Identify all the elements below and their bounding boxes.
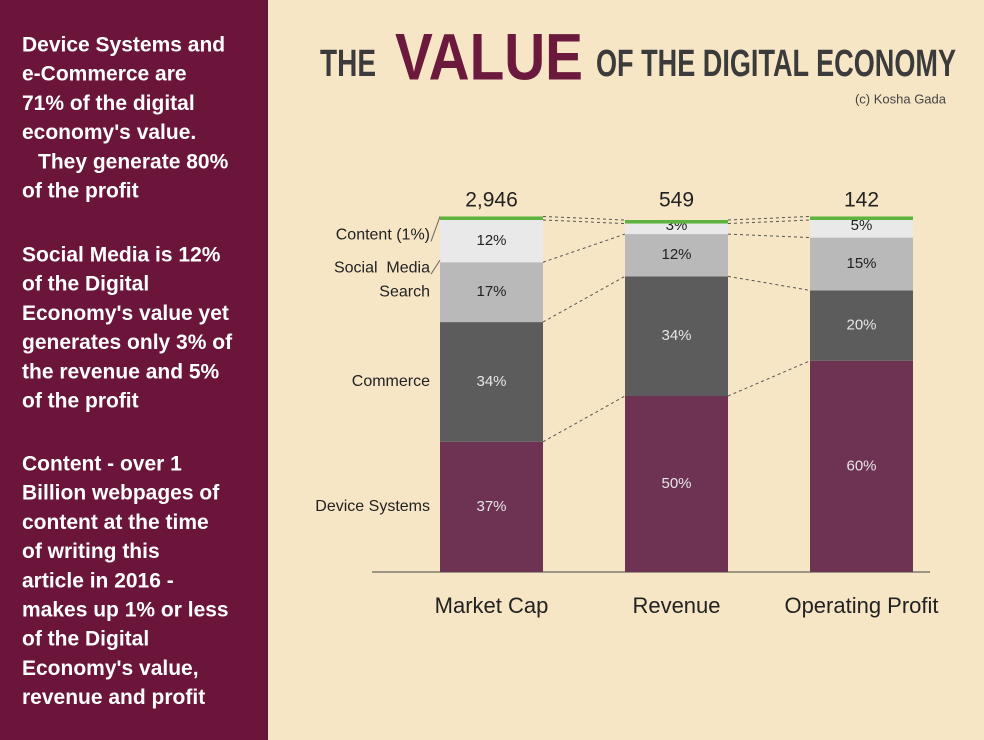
connector xyxy=(727,275,811,291)
bar-segment xyxy=(440,262,543,323)
connector xyxy=(542,219,626,225)
sidebar-line: Device Systems and xyxy=(22,34,225,57)
data-label: 20% xyxy=(846,317,876,334)
x-tick-label: Operating Profit xyxy=(784,593,938,618)
x-tick-label: Revenue xyxy=(632,593,720,618)
bar-segment xyxy=(625,220,728,224)
data-label: 12% xyxy=(661,246,691,263)
total-label: 142 xyxy=(844,189,879,212)
connector xyxy=(542,233,626,263)
bar-segment xyxy=(440,220,543,263)
data-label: 37% xyxy=(476,498,506,515)
sidebar-line: of the Digital xyxy=(22,273,149,296)
connector xyxy=(727,219,811,225)
label-leader xyxy=(430,259,441,275)
sidebar-line: Economy's value, xyxy=(22,657,199,680)
sidebar-line: generates only 3% of xyxy=(22,331,233,354)
bar-segment xyxy=(440,216,543,220)
sidebar-line: Economy's value yet xyxy=(22,302,229,325)
x-tick-label: Market Cap xyxy=(435,593,549,618)
bar-segment xyxy=(625,396,728,572)
bar-segment xyxy=(625,234,728,277)
total-label: 2,946 xyxy=(465,189,518,212)
data-label: 34% xyxy=(661,327,691,344)
connector xyxy=(727,233,811,239)
bar-segment xyxy=(625,276,728,396)
sidebar-line: article in 2016 - xyxy=(22,569,174,592)
bar-segment xyxy=(810,290,913,361)
connector xyxy=(542,395,626,443)
sidebar-line: e-Commerce are xyxy=(22,63,187,86)
connector xyxy=(727,215,811,221)
data-label: 12% xyxy=(476,232,506,249)
title-part: VALUE xyxy=(395,19,583,93)
sidebar-line: content at the time xyxy=(22,511,209,534)
data-label: 17% xyxy=(476,283,506,300)
sidebar xyxy=(0,0,268,740)
bar-segment xyxy=(440,441,543,572)
sidebar-line: makes up 1% or less xyxy=(22,599,229,622)
sidebar-line: of the profit xyxy=(22,180,139,203)
sidebar-line: revenue and profit xyxy=(22,686,205,709)
series-label: Device Systems xyxy=(315,498,430,515)
sidebar-line: Content - over 1 xyxy=(22,453,182,476)
bar-segment xyxy=(810,220,913,238)
sidebar-line: 71% of the digital xyxy=(22,92,195,115)
connector xyxy=(727,360,811,397)
series-label: Search xyxy=(379,283,430,300)
label-leader xyxy=(430,216,441,242)
data-label: 50% xyxy=(661,475,691,492)
total-label: 549 xyxy=(659,189,694,212)
data-label: 60% xyxy=(846,457,876,474)
data-label: 15% xyxy=(846,255,876,272)
data-label: 3% xyxy=(666,217,688,234)
title-part: OF THE DIGITAL ECONOMY xyxy=(596,43,956,85)
connector xyxy=(542,215,626,221)
sidebar-line: the revenue and 5% xyxy=(22,360,220,383)
bar-segment xyxy=(810,216,913,220)
bar-segment xyxy=(810,360,913,572)
sidebar-line: of the Digital xyxy=(22,628,149,651)
sidebar-line: Billion webpages of xyxy=(22,482,220,505)
data-label: 34% xyxy=(476,373,506,390)
data-label: 5% xyxy=(851,217,873,234)
series-label: Content (1%) xyxy=(336,227,430,244)
bar-segment xyxy=(440,322,543,442)
bar-segment xyxy=(810,237,913,291)
sidebar-line: economy's value. xyxy=(22,121,196,144)
series-label: Social Media xyxy=(334,259,430,276)
connector xyxy=(542,275,626,323)
bar-segment xyxy=(625,223,728,235)
sidebar-line: of the profit xyxy=(22,390,139,413)
sidebar-line: of writing this xyxy=(22,540,160,563)
series-label: Commerce xyxy=(352,373,430,390)
title-part: THE xyxy=(320,43,376,85)
sidebar-line: They generate 80% xyxy=(38,150,229,173)
sidebar-line: Social Media is 12% xyxy=(22,244,221,267)
credit: (c) Kosha Gada xyxy=(855,91,947,106)
